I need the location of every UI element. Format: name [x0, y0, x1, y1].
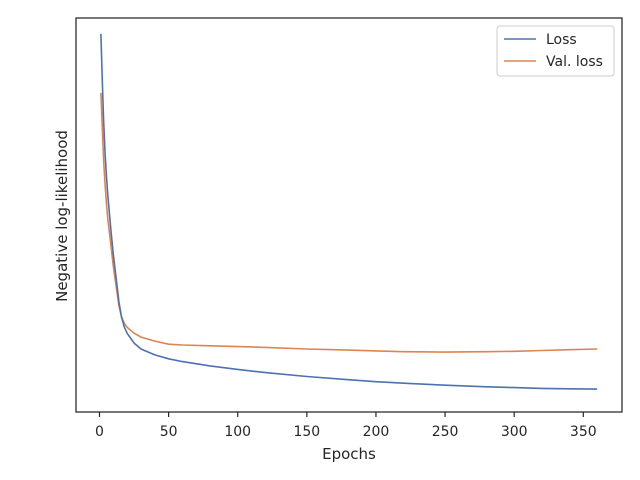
- legend-label-val-loss: Val. loss: [546, 54, 603, 70]
- x-tick-label: 0: [95, 424, 104, 440]
- x-tick-label: 350: [570, 424, 597, 440]
- x-axis-label: Epochs: [322, 445, 376, 463]
- x-tick-label: 50: [160, 424, 178, 440]
- plot-area: [75, 17, 623, 413]
- series-line-loss: [100, 33, 598, 390]
- x-tick-label: 250: [432, 424, 459, 440]
- y-axis-label: Negative log-likelihood: [53, 130, 71, 302]
- x-tick-label: 200: [363, 424, 390, 440]
- series-line-val-loss: [100, 92, 598, 353]
- x-tick-label: 150: [293, 424, 320, 440]
- x-axis-ticks: 0 50 100 150 200 250 300 350: [95, 412, 597, 440]
- x-tick-label: 100: [224, 424, 251, 440]
- legend: Loss Val. loss: [496, 25, 615, 77]
- legend-label-loss: Loss: [546, 32, 577, 48]
- series-layer: [100, 33, 598, 390]
- x-tick-label: 300: [501, 424, 528, 440]
